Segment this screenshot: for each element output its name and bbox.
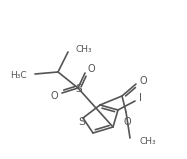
Text: I: I [139,93,142,103]
Text: O: O [88,64,96,74]
Text: CH₃: CH₃ [76,45,93,53]
Text: O: O [50,91,58,101]
Text: CH₃: CH₃ [140,136,157,145]
Text: O: O [123,117,131,127]
Text: S: S [78,117,86,127]
Text: S: S [76,84,82,94]
Text: H₃C: H₃C [10,70,27,80]
Text: O: O [140,76,148,86]
